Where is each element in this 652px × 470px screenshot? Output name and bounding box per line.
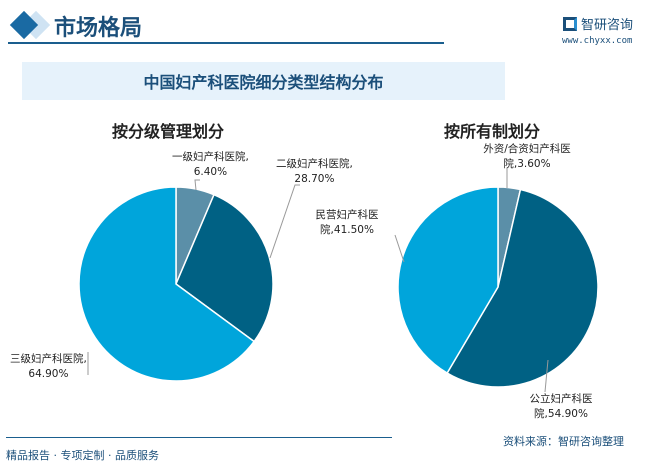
chart-banner-title: 中国妇产科医院细分类型结构分布 [22, 62, 505, 100]
leader-line [269, 184, 300, 259]
logo-icon [563, 16, 577, 31]
header-divider [8, 42, 444, 44]
label-tier3: 三级妇产科医院, 64.90% [10, 353, 87, 380]
label-tier1: 一级妇产科医院, 6.40% [172, 151, 249, 178]
brand-url: www.chyxx.com [562, 36, 633, 46]
pie-slice [78, 186, 256, 382]
pie-slice [397, 186, 499, 375]
footer-divider [6, 437, 392, 438]
data-source: 资料来源：智研咨询整理 [503, 435, 624, 448]
label-tier2: 二级妇产科医院, 28.70% [276, 158, 353, 185]
section-title: 市场格局 [54, 16, 143, 41]
leader-line [394, 234, 405, 263]
footer-slogan: 精品报告 · 专项定制 · 品质服务 [6, 449, 159, 462]
pie-slice [446, 188, 599, 388]
leader-line [194, 179, 200, 191]
label-public: 公立妇产科医院,54.90% [529, 393, 593, 420]
left-pie-title: 按分级管理划分 [112, 122, 225, 141]
leader-line [544, 359, 549, 393]
logo-text: 智研咨询 [581, 18, 634, 33]
brand-logo: 智研咨询 [563, 14, 633, 33]
right-pie-title: 按所有制划分 [444, 122, 541, 141]
pie-slice [175, 193, 274, 343]
label-private: 民营妇产科医院,41.50% [315, 209, 379, 236]
label-foreign: 外资/合资妇产科医院,3.60% [483, 143, 571, 170]
